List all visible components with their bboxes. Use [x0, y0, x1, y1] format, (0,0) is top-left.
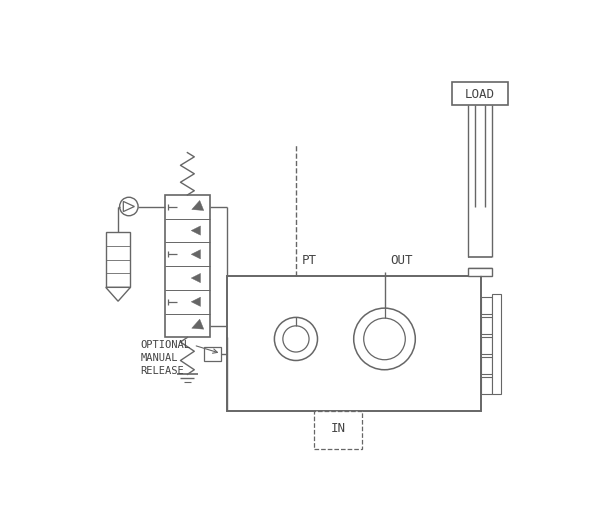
Text: IN: IN	[331, 421, 346, 434]
Polygon shape	[106, 288, 130, 302]
Polygon shape	[191, 274, 200, 283]
Polygon shape	[191, 250, 200, 260]
Bar	[481, 377, 491, 394]
Bar	[165, 195, 210, 338]
Bar	[314, 411, 362, 449]
Bar	[106, 233, 130, 288]
Text: PT: PT	[301, 253, 316, 266]
Bar	[491, 294, 501, 394]
Text: OUT: OUT	[391, 253, 413, 266]
Polygon shape	[192, 201, 204, 211]
Circle shape	[274, 318, 317, 361]
Bar	[481, 337, 491, 354]
Text: LOAD: LOAD	[465, 88, 495, 101]
Bar	[227, 276, 481, 411]
Bar	[481, 297, 491, 314]
Polygon shape	[191, 298, 200, 307]
Bar	[481, 317, 491, 334]
Circle shape	[119, 198, 138, 216]
Bar	[481, 357, 491, 374]
Circle shape	[354, 308, 415, 370]
Circle shape	[283, 326, 309, 352]
Bar	[318, 411, 358, 425]
Text: OPTIONAL
MANUAL
RELEASE: OPTIONAL MANUAL RELEASE	[140, 340, 190, 376]
Polygon shape	[191, 227, 200, 236]
Polygon shape	[192, 320, 204, 329]
Polygon shape	[124, 202, 134, 212]
Bar	[469, 269, 491, 276]
Circle shape	[364, 319, 405, 360]
Bar	[203, 347, 221, 361]
Bar	[452, 82, 508, 106]
